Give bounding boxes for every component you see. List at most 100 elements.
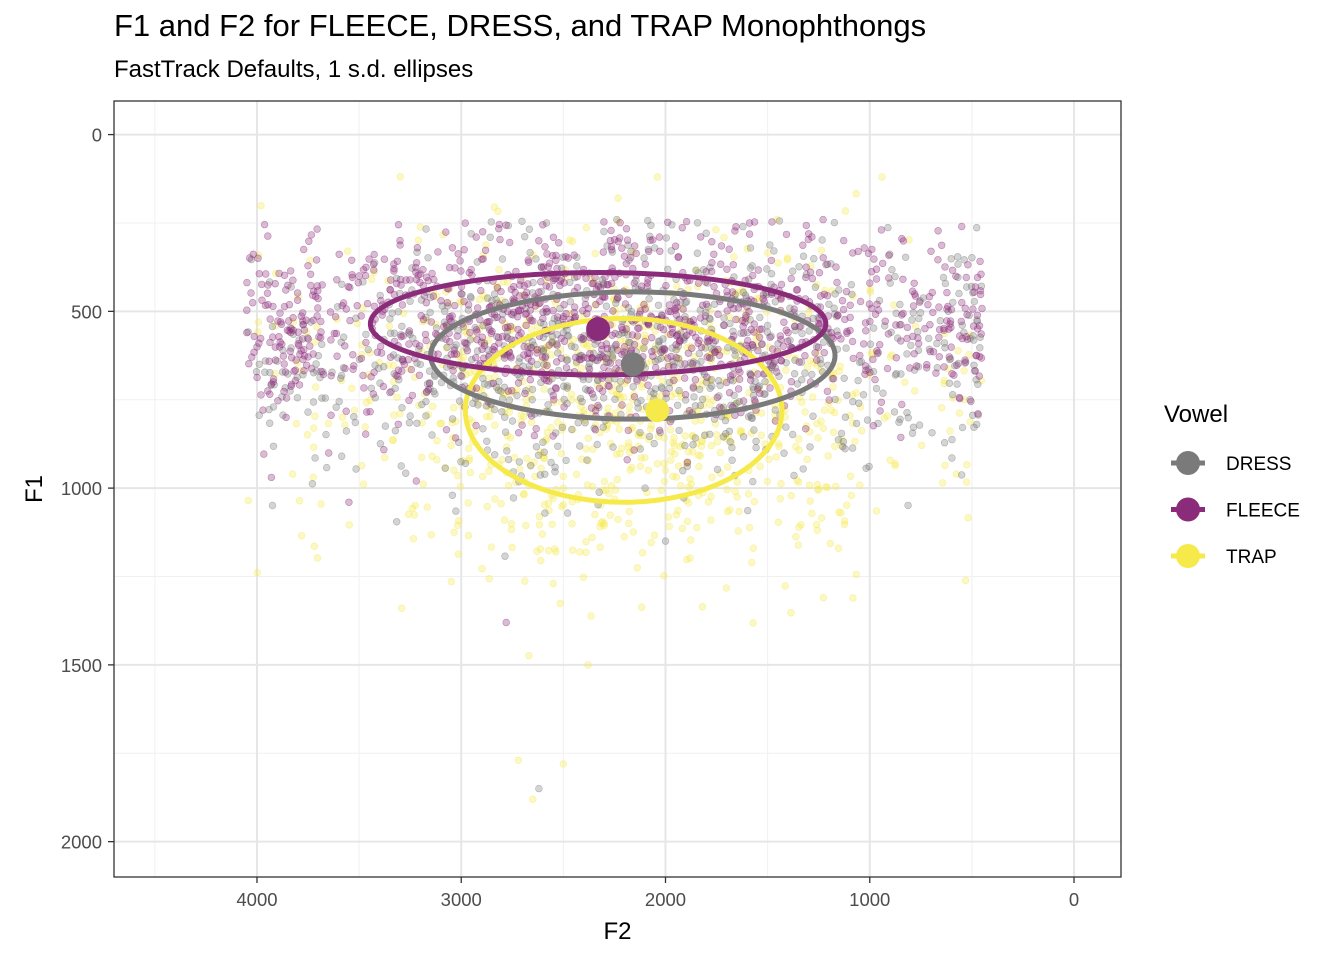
data-point-fleece (584, 354, 592, 362)
data-point-trap (723, 507, 732, 516)
data-point-dress (705, 314, 714, 322)
data-point-fleece (529, 317, 537, 325)
data-point-dress (504, 221, 512, 230)
data-point-fleece (681, 360, 689, 368)
data-point-fleece (688, 344, 696, 352)
data-point-trap (520, 490, 528, 498)
data-point-fleece (399, 332, 407, 340)
data-point-fleece (636, 307, 645, 315)
data-point-fleece (664, 362, 673, 371)
data-point-trap (454, 472, 462, 480)
data-point-fleece (963, 311, 971, 319)
data-point-fleece (823, 292, 832, 300)
data-point-fleece (833, 278, 841, 287)
data-point-fleece (588, 354, 596, 362)
data-point-trap (487, 543, 496, 551)
data-point-fleece (447, 350, 455, 359)
data-point-fleece (448, 312, 456, 320)
data-point-dress (788, 430, 797, 439)
data-point-dress (842, 344, 850, 352)
data-point-trap (851, 437, 859, 446)
data-point-fleece (514, 307, 523, 315)
data-point-fleece (802, 263, 810, 271)
data-point-trap (676, 442, 684, 451)
data-point-fleece (264, 232, 272, 240)
data-point-dress (909, 423, 918, 431)
data-point-trap (699, 401, 707, 410)
data-point-fleece (453, 332, 461, 340)
data-point-fleece (472, 326, 481, 334)
data-point-dress (940, 439, 949, 447)
data-point-trap (580, 406, 588, 415)
data-point-dress (484, 294, 492, 302)
data-point-fleece (626, 253, 635, 262)
data-point-trap (370, 268, 378, 276)
data-point-fleece (756, 389, 764, 398)
data-point-dress (595, 488, 603, 496)
data-point-dress (945, 379, 954, 387)
data-point-fleece (655, 233, 664, 241)
data-point-fleece (777, 357, 785, 365)
data-point-fleece (972, 351, 981, 359)
data-point-dress (782, 423, 790, 431)
data-point-trap (385, 322, 393, 330)
data-point-fleece (502, 221, 510, 229)
data-point-fleece (300, 245, 308, 254)
data-point-dress (811, 283, 820, 291)
data-point-trap (774, 259, 782, 267)
data-point-fleece (618, 244, 626, 252)
data-point-fleece (442, 335, 450, 343)
data-point-fleece (306, 342, 314, 350)
data-point-trap (491, 495, 499, 503)
data-point-dress (381, 422, 390, 430)
data-point-fleece (607, 226, 615, 235)
data-point-fleece (280, 271, 289, 279)
data-point-fleece (477, 286, 485, 295)
data-point-trap (734, 315, 742, 323)
data-point-fleece (766, 384, 774, 392)
data-point-dress (528, 289, 537, 297)
data-point-trap (616, 449, 624, 458)
data-point-fleece (425, 379, 434, 388)
data-point-trap (362, 398, 371, 407)
data-point-fleece (496, 235, 504, 244)
data-point-fleece (841, 315, 849, 324)
data-point-fleece (622, 260, 630, 268)
data-point-dress (556, 304, 564, 313)
data-point-trap (888, 351, 896, 359)
data-point-trap (600, 477, 609, 486)
data-point-dress (566, 278, 574, 287)
data-point-fleece (909, 302, 918, 310)
data-point-fleece (253, 373, 261, 382)
data-point-fleece (903, 323, 912, 332)
data-point-fleece (644, 381, 652, 389)
data-point-trap (763, 477, 772, 486)
data-point-fleece (935, 303, 943, 311)
data-point-fleece (777, 295, 785, 303)
data-point-fleece (622, 325, 630, 333)
data-point-trap (842, 501, 851, 509)
data-point-trap (596, 543, 604, 551)
data-point-fleece (437, 297, 445, 305)
data-point-fleece (253, 343, 261, 351)
data-point-fleece (739, 397, 748, 405)
data-point-trap (519, 377, 527, 386)
data-point-fleece (478, 255, 486, 263)
data-point-trap (478, 564, 486, 573)
data-point-trap (614, 194, 622, 202)
data-point-trap (358, 341, 366, 349)
data-point-trap (672, 511, 680, 519)
data-point-fleece (269, 375, 278, 383)
data-point-fleece (274, 397, 282, 405)
data-point-dress (428, 431, 436, 439)
data-point-dress (756, 313, 764, 322)
data-point-trap (687, 536, 695, 544)
data-point-trap (750, 497, 759, 506)
data-point-dress (525, 225, 534, 233)
data-point-fleece (899, 309, 907, 318)
data-point-dress (554, 349, 562, 357)
data-point-fleece (286, 347, 294, 355)
data-point-trap (857, 427, 866, 435)
data-point-trap (410, 511, 419, 519)
data-point-trap (582, 224, 590, 232)
